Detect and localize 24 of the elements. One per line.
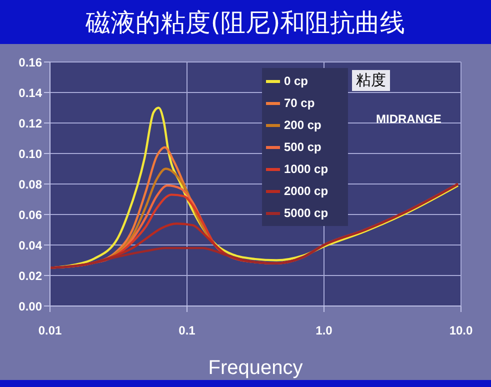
legend-label: 2000 cp	[284, 184, 328, 198]
y-tick-label: 0.06	[18, 208, 42, 222]
y-tick-label: 0.10	[18, 146, 42, 161]
y-tick-label: 0.04	[18, 238, 42, 252]
legend-label: 500 cp	[284, 140, 322, 154]
y-tick-label: 0.08	[18, 177, 42, 192]
x-tick-label: 0.01	[38, 324, 62, 338]
legend-label: 70 cp	[284, 96, 315, 110]
x-tick-label: 0.1	[178, 324, 196, 338]
legend-title: 粘度	[352, 70, 390, 91]
chart-title: 磁液的粘度(阻尼)和阻抗曲线	[84, 6, 406, 38]
legend-label: 5000 cp	[284, 206, 328, 220]
x-axis-title: Frequency	[208, 357, 303, 379]
y-tick-label: 0.14	[18, 86, 42, 100]
y-tick-label: 0.00	[18, 299, 42, 314]
annotation: MIDRANGE	[376, 112, 442, 126]
legend-label: 200 cp	[284, 118, 322, 132]
x-tick-label: 1.0	[316, 324, 333, 338]
y-tick-label: 0.12	[18, 116, 42, 130]
y-tick-label: 0.02	[18, 268, 42, 283]
legend-label: 0 cp	[284, 74, 308, 88]
legend-label: 1000 cp	[284, 162, 328, 176]
y-tick-label: 0.16	[18, 55, 42, 70]
x-tick-label: 10.0	[449, 324, 473, 338]
